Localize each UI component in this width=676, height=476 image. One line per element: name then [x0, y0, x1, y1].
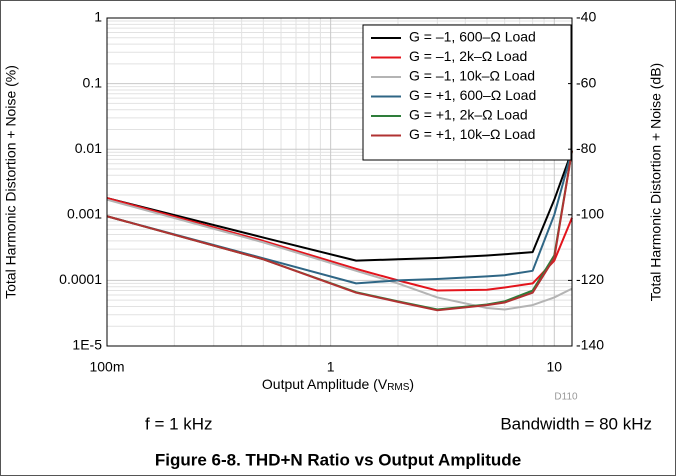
caption: Figure 6-8. THD+N Ratio vs Output Amplit…	[155, 450, 521, 469]
y2-tick-label: -100	[576, 206, 604, 222]
y-tick-label: 0.001	[67, 206, 102, 222]
x-axis-label-sub: RMS	[387, 382, 410, 393]
y2-tick-label: -80	[576, 140, 596, 156]
legend: G = –1, 600–Ω Load G = –1, 2k–Ω Load G = –…	[362, 24, 572, 161]
series-line	[106, 150, 573, 262]
x-axis-label-part: )	[409, 376, 414, 392]
y-tick-label: 0.1	[83, 74, 103, 90]
y2-tick-label: -40	[576, 9, 596, 25]
lines	[106, 150, 573, 312]
series-line	[106, 150, 573, 312]
plot-frame	[106, 17, 573, 347]
legend-label: G = +1, 10k–Ω Load	[409, 126, 535, 142]
legend-label: G = –1, 2k–Ω Load	[409, 48, 527, 64]
annotation: Bandwidth = 80 kHz	[500, 414, 652, 433]
y-axis-label: Total Harmonic Distortion + Noise (%)	[3, 65, 19, 299]
legend-label: G = +1, 600–Ω Load	[409, 87, 536, 103]
x-tick-label: 10	[547, 359, 563, 375]
x-axis-label: Output Amplitude (VRMS)	[262, 376, 414, 393]
y2-axis-label: Total Harmonic Distortion + Noise (dB)	[648, 63, 664, 301]
y2-tick-label: -140	[576, 337, 604, 353]
y-tick-label: 1	[94, 9, 102, 25]
figure-id: D110	[554, 392, 578, 403]
x-tick-label: 100m	[89, 359, 124, 375]
x-axis-label-part: Output Amplitude (V	[262, 376, 388, 392]
series-line	[106, 198, 573, 311]
y2-tick-label: -120	[576, 271, 604, 287]
y-tick-label: 0.01	[75, 140, 102, 156]
legend-box	[362, 24, 572, 161]
legend-label: G = –1, 600–Ω Load	[409, 29, 536, 45]
y2-tick-label: -60	[576, 74, 596, 90]
legend-label: G = –1, 10k–Ω Load	[409, 68, 535, 84]
legend-label: G = +1, 2k–Ω Load	[409, 107, 528, 123]
x-tick-label: 1	[327, 359, 335, 375]
annotation: f = 1 kHz	[145, 414, 213, 433]
y-tick-label: 1E-5	[72, 337, 102, 353]
y-tick-label: 0.0001	[59, 271, 102, 287]
series-line	[106, 150, 573, 285]
